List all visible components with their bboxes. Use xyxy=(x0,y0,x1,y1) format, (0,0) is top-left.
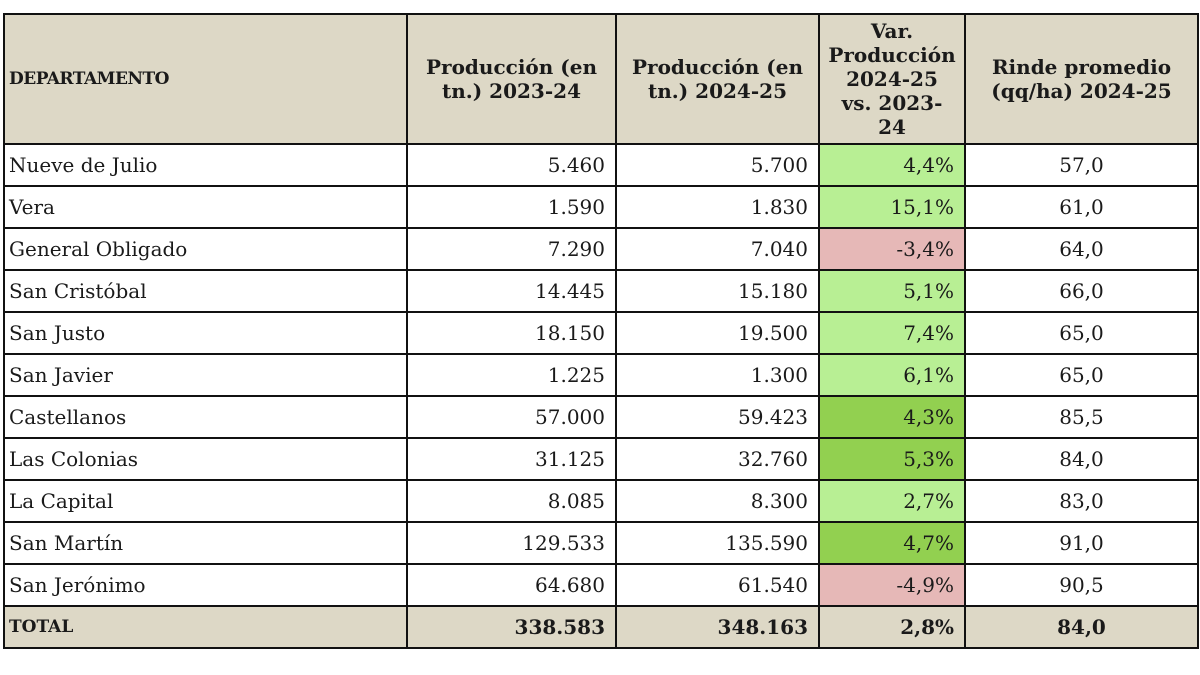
prod-2024-25-cell: 19.500 xyxy=(615,311,820,355)
table-row: San Justo 18.150 19.500 7,4% 65,0 xyxy=(3,311,1199,355)
prod-2023-24-cell: 14.445 xyxy=(406,269,617,313)
prod-2023-24-cell: 5.460 xyxy=(406,143,617,187)
table-row: San Martín 129.533 135.590 4,7% 91,0 xyxy=(3,521,1199,565)
prod-2023-24-cell: 64.680 xyxy=(406,563,617,607)
prod-2024-25-cell: 8.300 xyxy=(615,479,820,523)
total-p2425: 348.163 xyxy=(615,605,820,649)
dept-cell: San Jerónimo xyxy=(3,563,408,607)
rinde-cell: 65,0 xyxy=(964,353,1199,397)
table-row: La Capital 8.085 8.300 2,7% 83,0 xyxy=(3,479,1199,523)
table-row: Castellanos 57.000 59.423 4,3% 85,5 xyxy=(3,395,1199,439)
rinde-cell: 85,5 xyxy=(964,395,1199,439)
prod-2023-24-cell: 1.225 xyxy=(406,353,617,397)
var-cell: 7,4% xyxy=(818,311,966,355)
rinde-cell: 90,5 xyxy=(964,563,1199,607)
production-table: DEPARTAMENTO Producción (en tn.) 2023-24… xyxy=(3,13,1199,649)
dept-cell: San Cristóbal xyxy=(3,269,408,313)
var-cell: 4,7% xyxy=(818,521,966,565)
var-cell: -4,9% xyxy=(818,563,966,607)
prod-2024-25-cell: 5.700 xyxy=(615,143,820,187)
prod-2024-25-cell: 1.830 xyxy=(615,185,820,229)
header-prod-2023-24: Producción (en tn.) 2023-24 xyxy=(406,13,617,145)
prod-2023-24-cell: 31.125 xyxy=(406,437,617,481)
total-row: TOTAL 338.583 348.163 2,8% 84,0 xyxy=(3,605,1199,649)
prod-2023-24-cell: 18.150 xyxy=(406,311,617,355)
prod-2023-24-cell: 8.085 xyxy=(406,479,617,523)
table-row: Nueve de Julio 5.460 5.700 4,4% 57,0 xyxy=(3,143,1199,187)
prod-2023-24-cell: 129.533 xyxy=(406,521,617,565)
var-cell: -3,4% xyxy=(818,227,966,271)
prod-2023-24-cell: 7.290 xyxy=(406,227,617,271)
var-cell: 4,3% xyxy=(818,395,966,439)
prod-2023-24-cell: 1.590 xyxy=(406,185,617,229)
rinde-cell: 61,0 xyxy=(964,185,1199,229)
rinde-cell: 66,0 xyxy=(964,269,1199,313)
total-label: TOTAL xyxy=(3,605,408,649)
rinde-cell: 64,0 xyxy=(964,227,1199,271)
rinde-cell: 84,0 xyxy=(964,437,1199,481)
var-cell: 5,3% xyxy=(818,437,966,481)
var-cell: 2,7% xyxy=(818,479,966,523)
header-departamento: DEPARTAMENTO xyxy=(3,13,408,145)
prod-2024-25-cell: 61.540 xyxy=(615,563,820,607)
dept-cell: General Obligado xyxy=(3,227,408,271)
rinde-cell: 57,0 xyxy=(964,143,1199,187)
table-row: San Jerónimo 64.680 61.540 -4,9% 90,5 xyxy=(3,563,1199,607)
var-cell: 5,1% xyxy=(818,269,966,313)
var-cell: 4,4% xyxy=(818,143,966,187)
dept-cell: Nueve de Julio xyxy=(3,143,408,187)
rinde-cell: 83,0 xyxy=(964,479,1199,523)
dept-cell: San Javier xyxy=(3,353,408,397)
total-var: 2,8% xyxy=(818,605,966,649)
prod-2024-25-cell: 59.423 xyxy=(615,395,820,439)
prod-2024-25-cell: 7.040 xyxy=(615,227,820,271)
dept-cell: Castellanos xyxy=(3,395,408,439)
dept-cell: La Capital xyxy=(3,479,408,523)
table-row: San Cristóbal 14.445 15.180 5,1% 66,0 xyxy=(3,269,1199,313)
header-row: DEPARTAMENTO Producción (en tn.) 2023-24… xyxy=(3,13,1199,145)
rinde-cell: 91,0 xyxy=(964,521,1199,565)
header-var: Var. Producción 2024-25 vs. 2023-24 xyxy=(818,13,966,145)
dept-cell: San Justo xyxy=(3,311,408,355)
total-p2324: 338.583 xyxy=(406,605,617,649)
prod-2024-25-cell: 1.300 xyxy=(615,353,820,397)
header-rinde: Rinde promedio (qq/ha) 2024-25 xyxy=(964,13,1199,145)
table-row: San Javier 1.225 1.300 6,1% 65,0 xyxy=(3,353,1199,397)
table-row: General Obligado 7.290 7.040 -3,4% 64,0 xyxy=(3,227,1199,271)
total-rinde: 84,0 xyxy=(964,605,1199,649)
prod-2024-25-cell: 135.590 xyxy=(615,521,820,565)
header-prod-2024-25: Producción (en tn.) 2024-25 xyxy=(615,13,820,145)
prod-2023-24-cell: 57.000 xyxy=(406,395,617,439)
var-cell: 15,1% xyxy=(818,185,966,229)
dept-cell: Las Colonias xyxy=(3,437,408,481)
dept-cell: Vera xyxy=(3,185,408,229)
rinde-cell: 65,0 xyxy=(964,311,1199,355)
var-cell: 6,1% xyxy=(818,353,966,397)
dept-cell: San Martín xyxy=(3,521,408,565)
prod-2024-25-cell: 15.180 xyxy=(615,269,820,313)
table-row: Las Colonias 31.125 32.760 5,3% 84,0 xyxy=(3,437,1199,481)
table-row: Vera 1.590 1.830 15,1% 61,0 xyxy=(3,185,1199,229)
prod-2024-25-cell: 32.760 xyxy=(615,437,820,481)
